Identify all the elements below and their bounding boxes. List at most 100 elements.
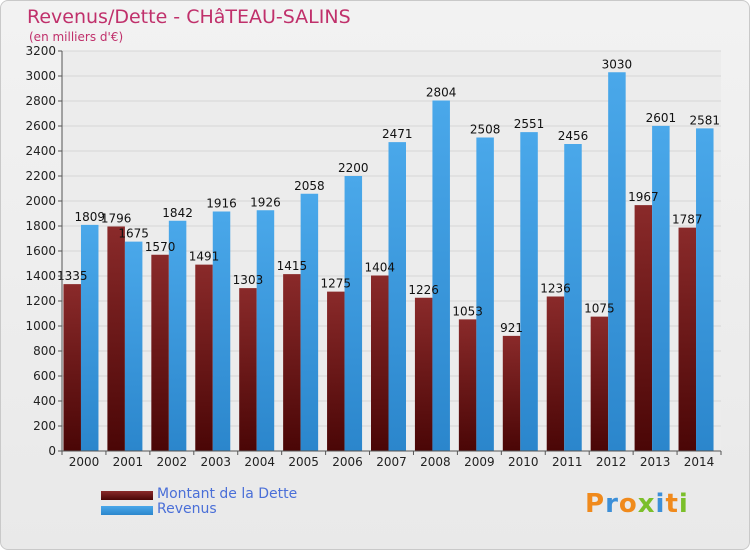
value-label-revenus: 3030	[602, 57, 633, 71]
bar-dette	[107, 226, 125, 451]
bar-revenus	[432, 100, 450, 451]
x-tick-label: 2004	[244, 455, 275, 469]
value-label-dette: 1404	[364, 261, 395, 275]
value-label-revenus: 2551	[514, 117, 545, 131]
bar-dette	[414, 297, 433, 451]
bar-dette	[371, 275, 389, 451]
x-tick-label: 2006	[332, 455, 363, 469]
y-tick-label: 0	[48, 444, 56, 458]
y-tick-label: 600	[33, 369, 56, 383]
bar-revenus	[476, 137, 494, 451]
y-tick-label: 200	[33, 419, 56, 433]
x-tick-label: 2000	[69, 455, 100, 469]
y-tick-label: 3000	[25, 69, 56, 83]
x-tick-label: 2012	[596, 455, 627, 469]
value-label-revenus: 1842	[162, 206, 193, 220]
value-label-revenus: 2058	[294, 179, 325, 193]
logo-letter: i	[655, 489, 666, 519]
value-label-dette: 1075	[584, 302, 615, 316]
axes: 0 200 400 600 800 1000 1200 1400 1600 1800 2000 220…	[25, 44, 722, 469]
bar-revenus	[608, 72, 626, 451]
bars	[63, 72, 714, 451]
value-label-revenus: 2456	[558, 129, 589, 143]
bar-dette	[546, 296, 565, 451]
bar-revenus	[80, 224, 99, 451]
bar-revenus	[344, 176, 363, 451]
value-label-dette: 1303	[233, 273, 264, 287]
value-label-dette: 1570	[145, 240, 176, 254]
chart-subtitle: (en milliers d'€)	[29, 30, 124, 44]
value-label-revenus: 2471	[382, 127, 413, 141]
value-label-revenus: 2601	[646, 111, 677, 125]
y-tick-label: 2000	[25, 194, 56, 208]
bar-revenus	[256, 210, 275, 451]
x-tick-label: 2010	[508, 455, 539, 469]
chart-title: Revenus/Dette - CHâTEAU-SALINS	[27, 6, 351, 28]
bar-dette	[327, 291, 345, 451]
bar-revenus	[300, 193, 319, 451]
bar-dette	[678, 227, 697, 451]
logo-letter: r	[605, 489, 619, 519]
x-tick-label: 2003	[200, 455, 231, 469]
x-tick-label: 2009	[464, 455, 495, 469]
x-tick-label: 2013	[640, 455, 671, 469]
x-tick-label: 2014	[684, 455, 715, 469]
bar-dette	[502, 335, 521, 451]
y-tick-label: 1800	[25, 219, 56, 233]
value-label-revenus: 1809	[74, 210, 105, 224]
y-tick-label: 400	[33, 394, 56, 408]
logo-letter: o	[618, 489, 638, 519]
proxiti-logo: Proxiti	[585, 489, 689, 519]
bar-revenus	[652, 125, 670, 451]
value-label-revenus: 2508	[470, 123, 501, 137]
y-tick-label: 2800	[25, 94, 56, 108]
legend-label-dette: Montant de la Dette	[157, 486, 298, 502]
y-tick-label: 1000	[25, 319, 56, 333]
bar-revenus	[212, 211, 231, 451]
bar-dette	[283, 274, 301, 451]
y-tick-label: 3200	[25, 44, 56, 58]
value-label-dette: 1491	[189, 250, 220, 264]
bar-dette	[634, 205, 653, 451]
value-label-revenus: 1916	[206, 197, 237, 211]
y-tick-label: 2400	[25, 144, 56, 158]
legend-swatch-dette	[101, 491, 153, 500]
legend-swatch-revenus	[101, 506, 153, 515]
value-label-dette: 1796	[101, 212, 132, 226]
logo-letter: i	[678, 489, 689, 519]
bar-dette	[151, 254, 169, 451]
x-tick-label: 2011	[552, 455, 583, 469]
value-label-dette: 1335	[57, 269, 88, 283]
y-tick-label: 2200	[25, 169, 56, 183]
bar-revenus	[696, 128, 714, 451]
logo-letter: t	[665, 489, 679, 519]
value-label-dette: 1967	[628, 190, 659, 204]
value-label-dette: 1053	[452, 304, 483, 318]
bar-revenus	[168, 220, 187, 451]
bar-dette	[239, 288, 257, 451]
x-tick-label: 2007	[376, 455, 407, 469]
bar-revenus	[124, 241, 143, 451]
x-tick-label: 2002	[157, 455, 188, 469]
bar-dette	[458, 319, 477, 451]
y-tick-label: 1400	[25, 269, 56, 283]
value-label-dette: 1275	[321, 277, 352, 291]
bar-dette	[590, 316, 609, 451]
x-tick-label: 2008	[420, 455, 451, 469]
y-tick-label: 1600	[25, 244, 56, 258]
bar-revenus	[520, 132, 538, 451]
x-tick-label: 2005	[288, 455, 319, 469]
bar-revenus	[388, 142, 406, 451]
bar-revenus	[564, 144, 582, 451]
value-label-revenus: 1926	[250, 195, 281, 209]
y-tick-label: 1200	[25, 294, 56, 308]
value-label-revenus: 2804	[426, 86, 457, 100]
value-label-revenus: 2581	[690, 113, 721, 127]
y-tick-label: 800	[33, 344, 56, 358]
logo-letter: P	[585, 489, 606, 519]
value-label-dette: 1236	[540, 282, 571, 296]
logo-letter: x	[637, 489, 656, 519]
